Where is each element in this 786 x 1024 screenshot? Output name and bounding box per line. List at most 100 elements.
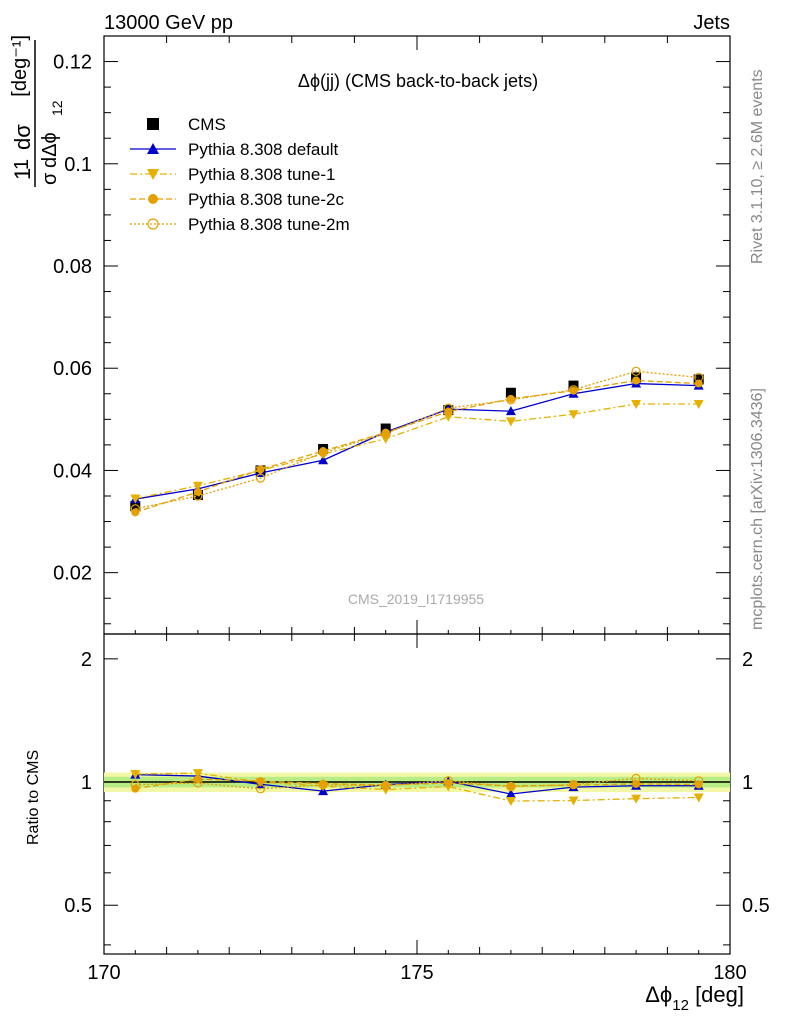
data-point	[505, 387, 516, 398]
legend-label: Pythia 8.308 default	[188, 140, 339, 159]
legend-label: Pythia 8.308 tune-1	[188, 165, 335, 184]
ratio-point	[693, 793, 704, 803]
series-line	[135, 403, 699, 500]
svg-text:dΔϕ: dΔϕ	[39, 132, 61, 168]
legend-label: Pythia 8.308 tune-2m	[188, 215, 350, 234]
data-point	[256, 465, 265, 474]
ratio-tick-label: 2	[81, 649, 92, 671]
main-series	[130, 366, 704, 517]
mcplots-text: mcplots.cern.ch [arXiv:1306.3436]	[749, 388, 766, 630]
legend-marker	[147, 218, 159, 230]
series-2	[130, 400, 704, 504]
header-right: Jets	[693, 12, 730, 34]
legend-item: Pythia 8.308 tune-2m	[130, 215, 350, 234]
ratio-point	[631, 773, 641, 784]
legend-item: Pythia 8.308 tune-1	[130, 165, 335, 184]
ratio-point	[255, 784, 266, 794]
legend-label: CMS	[188, 115, 226, 134]
data-point	[381, 429, 391, 439]
ratio-point	[568, 779, 579, 790]
data-point	[443, 412, 454, 422]
series-line	[135, 370, 699, 510]
svg-text:1: 1	[11, 159, 33, 170]
ratio-series	[130, 769, 704, 807]
ratio-line	[135, 778, 699, 790]
ratio-point	[444, 779, 453, 788]
y-tick-label: 0.12	[53, 52, 92, 74]
svg-text:12: 12	[49, 100, 65, 116]
ratio-tick-label: 1	[742, 772, 753, 794]
ratio-point	[381, 781, 390, 790]
legend-marker	[147, 169, 159, 180]
series-0	[130, 372, 704, 512]
xlabel: Δϕ12 [deg]	[645, 982, 744, 1014]
legend-marker	[147, 118, 159, 130]
axes: 170 175 180 0.02 0.04 0.06 0.08 0.1 0.12 0.5 0.5 1 1…	[53, 36, 770, 984]
ratio-point	[505, 789, 516, 799]
ratio-point	[130, 770, 141, 780]
data-point	[568, 410, 579, 420]
ratio-point	[130, 780, 140, 790]
data-point	[443, 403, 453, 413]
svg-text:dσ: dσ	[10, 124, 35, 150]
data-point	[631, 400, 642, 409]
svg-text:1: 1	[10, 168, 35, 180]
data-point	[568, 385, 579, 395]
data-point	[192, 481, 203, 491]
data-point	[506, 395, 516, 405]
y-tick-label: 0.04	[53, 460, 92, 482]
data-point	[318, 455, 329, 465]
data-point	[693, 374, 704, 385]
data-point	[193, 491, 203, 501]
series-1	[130, 378, 704, 504]
main-ylabel-fraction: 1 dσ σ dΔϕ 12 [deg⁻¹]	[9, 35, 65, 187]
ratio-point	[443, 776, 453, 786]
data-point	[255, 473, 266, 483]
data-point	[632, 376, 641, 385]
data-point	[130, 501, 141, 512]
series-line	[135, 379, 699, 513]
ratio-point	[505, 797, 516, 807]
legend-item: Pythia 8.308 default	[130, 140, 339, 159]
data-point	[694, 372, 704, 383]
data-point	[631, 366, 641, 376]
ratio-point	[381, 781, 391, 791]
ratio-point	[506, 781, 515, 790]
ratio-series-4	[130, 773, 704, 794]
analysis-watermark: CMS_2019_I1719955	[348, 591, 484, 607]
ratio-ylabel: Ratio to CMS	[25, 750, 42, 845]
series-4	[130, 366, 704, 514]
legend-item: Pythia 8.308 tune-2c	[130, 190, 344, 209]
legend-marker	[147, 143, 159, 154]
y-tick-label: 0.02	[53, 563, 92, 585]
legend-marker	[148, 194, 158, 204]
header-left: 13000 GeV pp	[104, 12, 233, 34]
x-tick-label: 170	[87, 962, 120, 984]
svg-text:σ: σ	[39, 172, 61, 185]
ratio-point	[318, 780, 328, 790]
series-3	[131, 376, 703, 517]
ratio-series-3	[131, 775, 703, 793]
ratio-line	[135, 772, 699, 802]
ratio-tick-label: 1	[81, 772, 92, 794]
data-point	[318, 447, 328, 458]
y-tick-label: 0.06	[53, 358, 92, 380]
ratio-point	[193, 778, 203, 788]
data-point	[130, 504, 140, 514]
y-tick-label: 0.08	[53, 256, 92, 278]
ratio-point	[256, 777, 265, 786]
ratio-point	[694, 776, 704, 786]
data-point	[505, 406, 516, 416]
chart-title: Δϕ(jj) (CMS back-to-back jets)	[298, 71, 538, 91]
x-tick-label: 175	[400, 962, 433, 984]
legend-item: CMS	[147, 115, 226, 134]
ratio-point	[569, 781, 578, 790]
ratio-tick-label: 0.5	[742, 895, 770, 917]
svg-text:[deg⁻¹]: [deg⁻¹]	[9, 35, 31, 97]
data-point	[505, 417, 516, 427]
ratio-point	[568, 796, 579, 806]
data-point	[693, 400, 704, 409]
main-ylabel: 1	[11, 159, 33, 170]
x-tick-label: 180	[713, 962, 746, 984]
